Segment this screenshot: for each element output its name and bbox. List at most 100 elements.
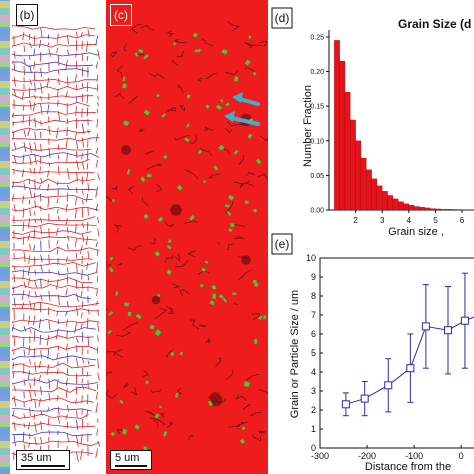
grain-boundary xyxy=(122,382,129,389)
particle xyxy=(230,223,235,227)
histogram-bar xyxy=(382,191,388,211)
boundary-segment xyxy=(96,74,99,82)
boundary-segment xyxy=(57,154,60,160)
grain-boundary xyxy=(106,261,111,267)
boundary-segment xyxy=(67,168,70,180)
boundary-segment xyxy=(85,193,89,203)
particle xyxy=(207,400,213,407)
boundary-segment xyxy=(67,184,70,191)
boundary-segment xyxy=(12,193,15,202)
grain-boundary xyxy=(260,135,268,142)
dark-spot xyxy=(209,393,223,407)
grain-boundary xyxy=(184,220,198,224)
histogram-ytick-label: 0.05 xyxy=(310,173,324,180)
particle xyxy=(134,52,139,57)
histogram-title: Grain Size (d xyxy=(398,17,471,31)
grain-boundary-map-b: (b) 35 um xyxy=(12,0,100,474)
particle xyxy=(157,216,164,222)
boundary-segment xyxy=(29,42,32,49)
boundary-segment xyxy=(13,142,16,149)
particle xyxy=(244,200,249,204)
boundary-segment xyxy=(48,48,51,57)
boundary-segment xyxy=(13,421,16,431)
dark-spots xyxy=(121,113,253,407)
boundary-segment xyxy=(22,268,25,280)
boundary-segment xyxy=(96,262,99,273)
boundary-segment xyxy=(81,93,84,103)
boundary-segment xyxy=(56,310,59,316)
boundary-segment xyxy=(28,345,31,356)
grain-boundary xyxy=(251,313,261,320)
particle xyxy=(228,228,233,233)
boundary-segment xyxy=(29,390,32,402)
boundary-segment xyxy=(13,62,16,72)
boundary-segment xyxy=(57,294,60,306)
boundary-segment xyxy=(23,423,26,428)
boundary-line xyxy=(12,407,92,412)
boundary-segment xyxy=(96,118,99,128)
boundary-segment xyxy=(97,358,99,369)
grain-boundary xyxy=(116,331,131,337)
scale-bar-b-label: 35 um xyxy=(21,452,52,464)
boundary-segment xyxy=(33,192,36,199)
boundary-segment xyxy=(33,229,36,239)
boundary-segment xyxy=(29,300,32,310)
particle xyxy=(233,76,239,82)
profile-xtick-label: -300 xyxy=(311,451,329,461)
grain-boundary xyxy=(227,121,243,126)
boundary-segment xyxy=(74,208,77,219)
particle xyxy=(161,113,167,118)
boundary-segment xyxy=(95,186,99,198)
particle xyxy=(143,109,150,116)
boundary-segment xyxy=(65,204,68,213)
boundary-segment xyxy=(76,337,79,344)
boundary-line xyxy=(12,293,91,299)
grain-boundary xyxy=(244,67,255,72)
grain-boundary xyxy=(141,197,149,206)
histogram-ytick-label: 0.10 xyxy=(310,138,324,145)
particle xyxy=(254,282,259,287)
particle xyxy=(226,210,232,216)
boundary-segment xyxy=(22,431,25,443)
boundary-segment xyxy=(57,417,60,424)
histogram-bar xyxy=(424,207,431,211)
grain-boundary xyxy=(149,417,166,427)
boundary-segment xyxy=(33,348,36,358)
boundary-segment xyxy=(48,429,50,435)
boundary-segment xyxy=(23,141,27,152)
boundary-segment xyxy=(47,104,50,115)
dark-spot xyxy=(151,295,161,305)
grain-boundary xyxy=(184,169,199,180)
grain-boundary xyxy=(174,254,180,262)
boundary-segment xyxy=(12,371,15,379)
boundary-segment xyxy=(95,204,99,211)
boundary-segment xyxy=(74,398,77,404)
boundary-segment xyxy=(67,404,69,412)
boundary-segment xyxy=(27,128,31,137)
boundary-segment xyxy=(38,318,41,329)
particle xyxy=(146,174,152,178)
grain-boundary xyxy=(197,77,203,82)
boundary-segment xyxy=(87,183,90,192)
profile-ytick-label: 5 xyxy=(311,348,316,358)
boundary-line xyxy=(12,261,96,268)
boundary-segment xyxy=(95,35,99,46)
boundary-segment xyxy=(13,385,16,391)
boundary-segment xyxy=(23,444,26,450)
boundary-line xyxy=(12,216,96,222)
boundary-segment xyxy=(40,68,42,77)
boundary-segment xyxy=(57,100,59,107)
arrow-head xyxy=(224,111,235,122)
grain-boundary xyxy=(113,224,122,233)
boundary-segment xyxy=(86,371,89,377)
particle xyxy=(143,214,149,220)
boundary-segment xyxy=(33,167,36,175)
boundary-segment xyxy=(57,111,61,123)
grain-boundary xyxy=(150,237,156,245)
particle xyxy=(122,428,128,435)
particle xyxy=(239,438,246,444)
boundary-segment xyxy=(23,129,26,137)
boundary-line xyxy=(12,159,90,165)
boundary-segment xyxy=(74,322,77,334)
grain-boundary xyxy=(249,411,262,417)
